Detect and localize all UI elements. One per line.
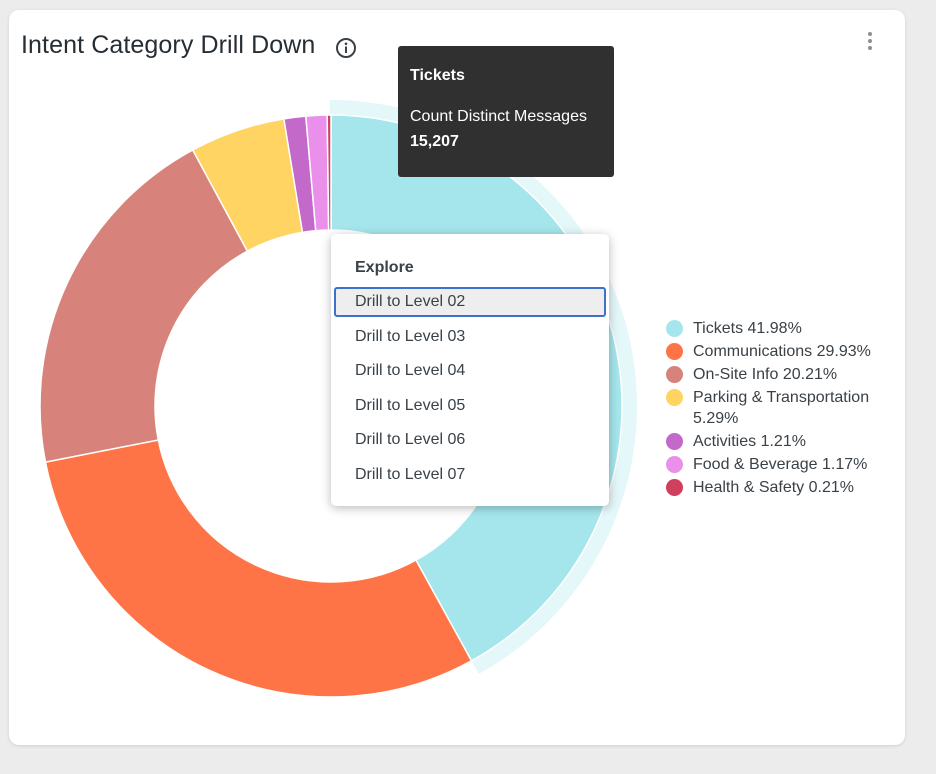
legend-swatch [666, 479, 683, 496]
legend-item[interactable]: Parking & Transportation 5.29% [666, 387, 906, 429]
menu-item-drill-level[interactable]: Drill to Level 03 [355, 327, 466, 345]
legend-item[interactable]: Tickets 41.98% [666, 318, 906, 339]
tooltip-metric-value: 15,207 [410, 133, 459, 150]
tooltip-metric-label: Count Distinct Messages [410, 108, 587, 125]
slice-communications[interactable] [44, 439, 473, 698]
legend-label: Food & Beverage 1.17% [693, 456, 868, 473]
menu-item-drill-level[interactable]: Drill to Level 06 [355, 431, 466, 449]
menu-item-drill-level[interactable]: Drill to Level 07 [355, 466, 466, 483]
legend-label: Parking & Transportation 5.29% [693, 389, 870, 427]
legend-label: Tickets 41.98% [693, 320, 802, 337]
more-options-icon[interactable] [860, 30, 880, 52]
menu-item-drill-level[interactable]: Drill to Level 04 [355, 362, 466, 380]
legend-swatch [666, 389, 683, 406]
legend-label: Communications 29.93% [693, 343, 871, 360]
legend-swatch [666, 433, 683, 450]
chart-legend: Tickets 41.98% Communications 29.93% On-Si… [666, 318, 906, 500]
legend-label: Health & Safety 0.21% [693, 479, 854, 496]
info-icon[interactable] [335, 37, 357, 59]
chart-title: Intent Category Drill Down [21, 31, 316, 59]
explore-menu: Explore Drill to Level 02 Drill to Level … [331, 234, 609, 506]
legend-swatch [666, 343, 683, 360]
legend-label: On-Site Info 20.21% [693, 366, 838, 383]
slice-health-safety[interactable] [326, 114, 332, 231]
explore-menu-header: Explore [355, 259, 414, 276]
tooltip-title: Tickets [410, 67, 465, 84]
legend-item[interactable]: Activities 1.21% [666, 431, 906, 452]
legend-item[interactable]: Health & Safety 0.21% [666, 477, 906, 498]
legend-swatch [666, 366, 683, 383]
legend-swatch [666, 320, 683, 337]
legend-item[interactable]: Food & Beverage 1.17% [666, 454, 906, 475]
legend-item[interactable]: On-Site Info 20.21% [666, 364, 906, 385]
slice-on-site-info[interactable] [39, 148, 249, 464]
legend-swatch [666, 456, 683, 473]
menu-item-drill-level[interactable]: Drill to Level 02 [334, 287, 606, 317]
chart-tooltip: Tickets Count Distinct Messages 15,207 [398, 46, 614, 177]
menu-item-drill-level[interactable]: Drill to Level 05 [355, 396, 466, 414]
legend-label: Activities 1.21% [693, 433, 806, 450]
legend-item[interactable]: Communications 29.93% [666, 341, 906, 362]
